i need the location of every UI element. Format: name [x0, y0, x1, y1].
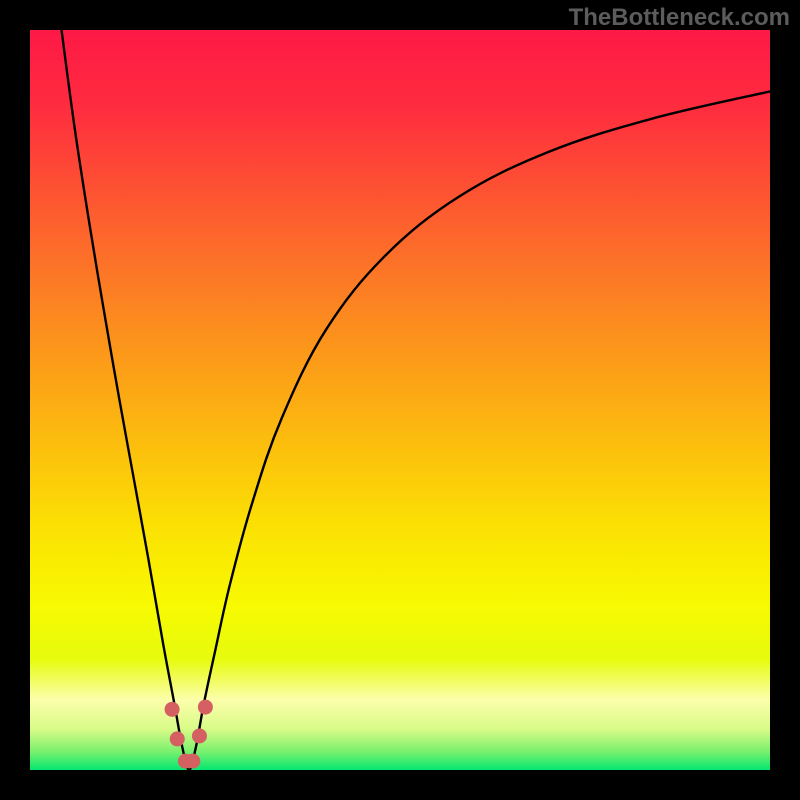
plot-background: [30, 30, 770, 770]
curve-marker: [185, 754, 200, 769]
curve-marker: [170, 731, 185, 746]
bottleneck-curve-chart: [0, 0, 800, 800]
curve-marker: [165, 702, 180, 717]
curve-marker: [198, 700, 213, 715]
curve-marker: [192, 728, 207, 743]
chart-container: TheBottleneck.com: [0, 0, 800, 800]
watermark-label: TheBottleneck.com: [569, 4, 790, 32]
